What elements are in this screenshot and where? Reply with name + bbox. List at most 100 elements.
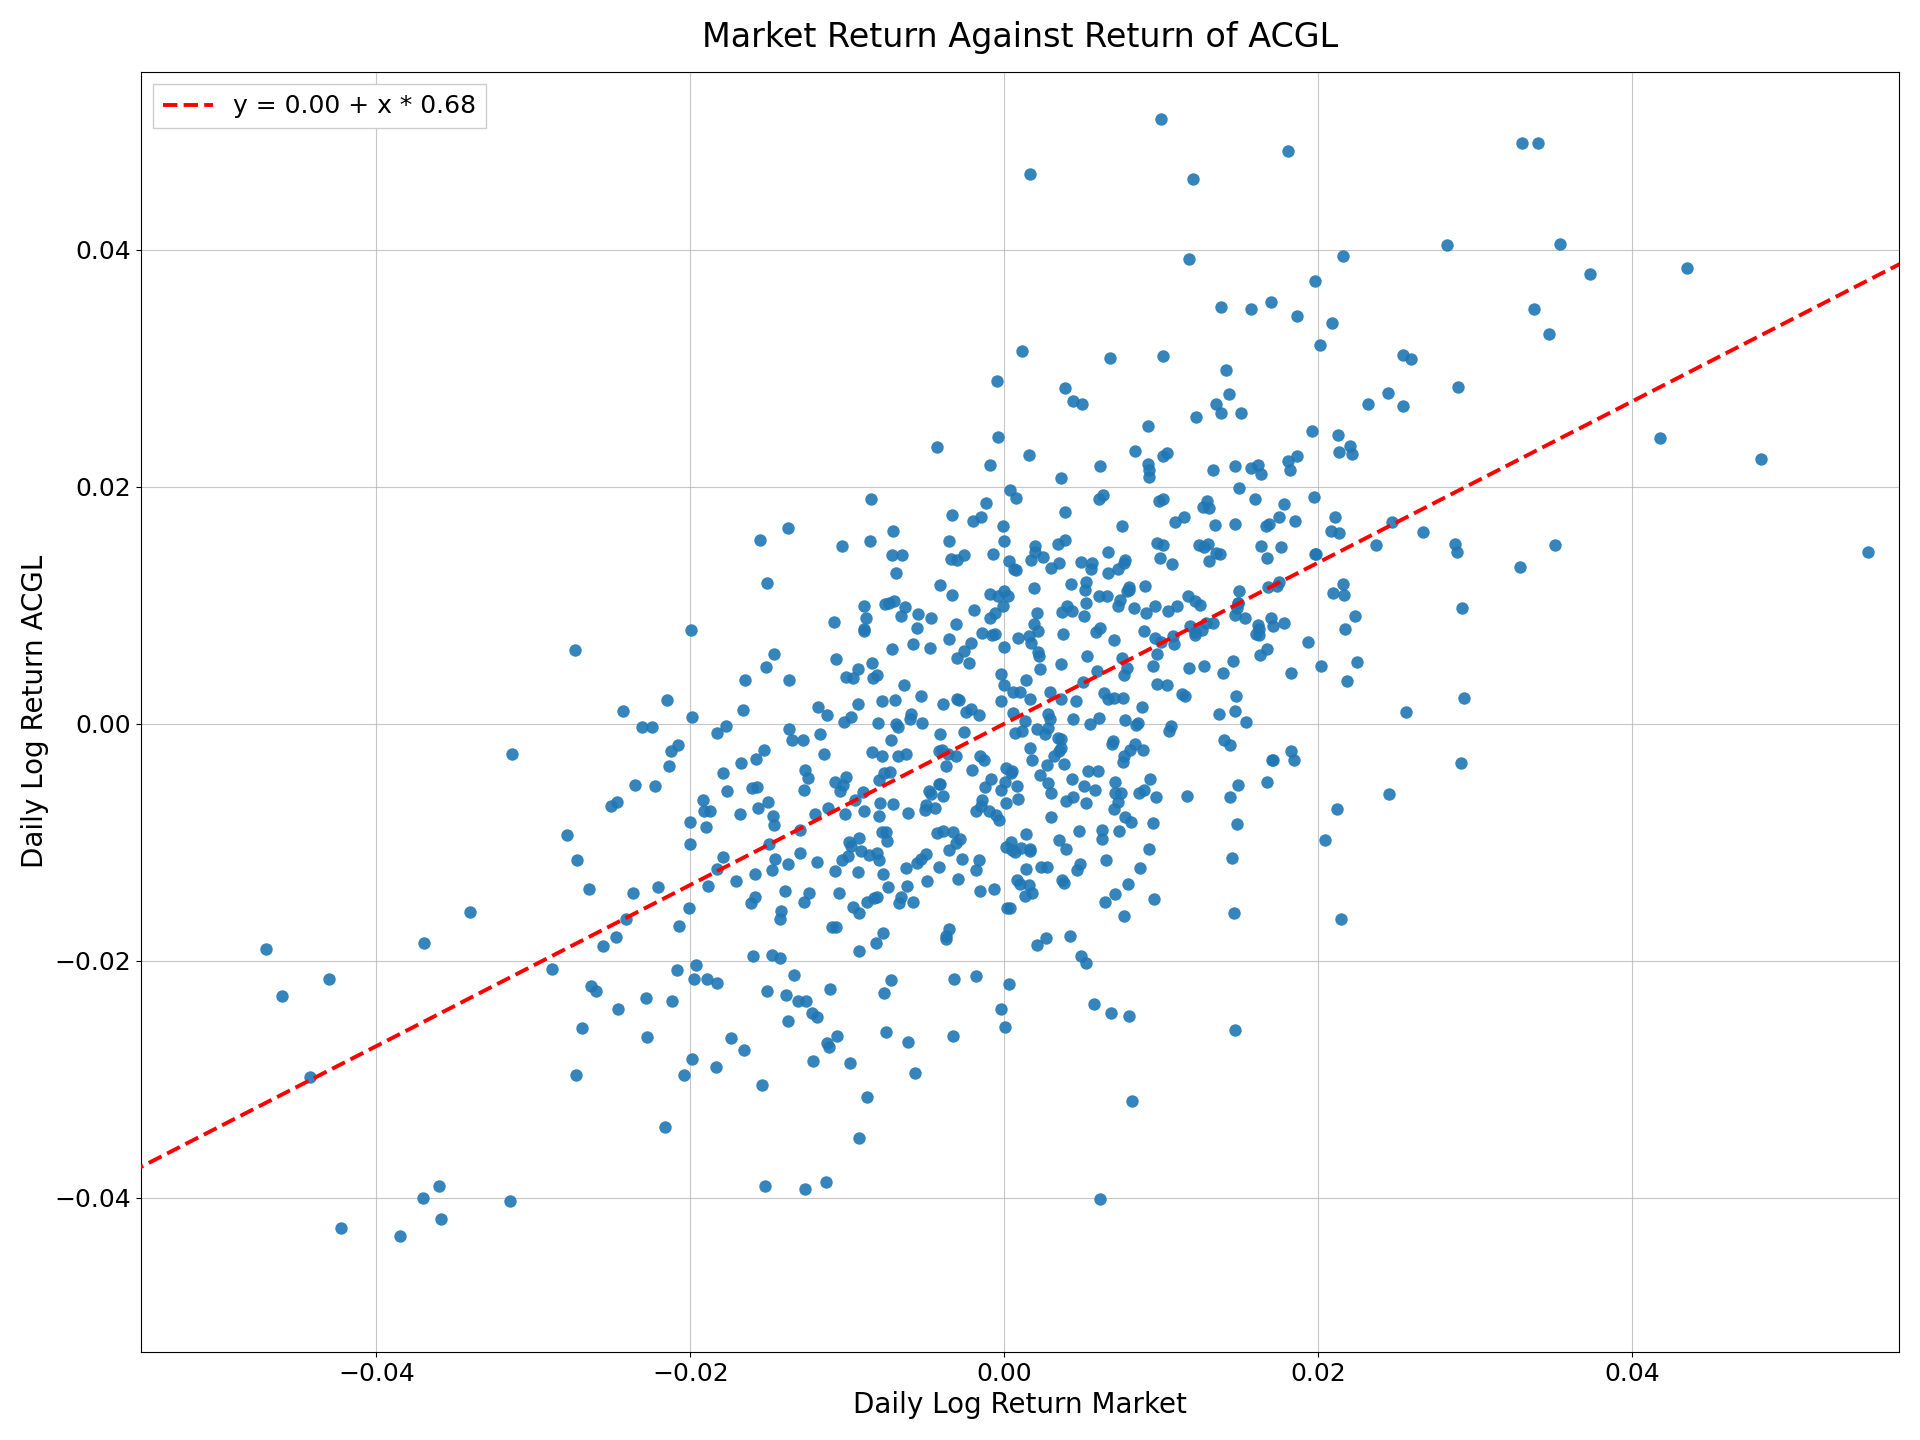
Point: [1306, 334, 1336, 357]
Point: [1745, 448, 1776, 471]
Point: [1252, 770, 1283, 793]
Point: [1187, 619, 1217, 642]
Point: [1031, 855, 1062, 878]
Point: [764, 907, 795, 930]
Point: [1229, 606, 1260, 629]
Point: [639, 775, 670, 798]
Point: [854, 530, 885, 553]
Point: [1148, 344, 1179, 367]
Point: [1448, 596, 1478, 619]
Point: [1014, 874, 1044, 897]
Point: [632, 1025, 662, 1048]
Point: [968, 749, 998, 772]
Point: [1004, 680, 1035, 703]
Point: [1213, 785, 1244, 808]
Point: [701, 721, 732, 744]
Point: [864, 768, 895, 791]
Point: [956, 631, 987, 654]
Point: [1110, 805, 1140, 828]
Point: [1188, 536, 1219, 559]
Point: [1139, 811, 1169, 834]
Point: [1000, 487, 1031, 510]
Point: [881, 562, 912, 585]
Point: [939, 1024, 970, 1047]
Point: [1265, 536, 1296, 559]
Y-axis label: Daily Log Return ACGL: Daily Log Return ACGL: [21, 556, 48, 868]
Point: [925, 773, 956, 796]
Point: [1023, 645, 1054, 668]
Point: [964, 880, 995, 903]
Point: [1315, 520, 1346, 543]
Point: [701, 1056, 732, 1079]
Point: [1108, 687, 1139, 710]
Point: [839, 789, 870, 812]
Point: [1092, 688, 1123, 711]
Point: [1354, 393, 1384, 416]
Point: [1114, 576, 1144, 599]
Point: [989, 635, 1020, 658]
Point: [1283, 304, 1313, 327]
Point: [1173, 657, 1204, 680]
Point: [1296, 419, 1327, 442]
Point: [895, 703, 925, 726]
Point: [1114, 873, 1144, 896]
Point: [947, 847, 977, 870]
Point: [933, 838, 964, 861]
Point: [1068, 671, 1098, 694]
Point: [728, 698, 758, 721]
Point: [1252, 576, 1283, 599]
Point: [1275, 740, 1306, 763]
Point: [668, 1063, 699, 1086]
Point: [845, 939, 876, 962]
Point: [649, 1115, 680, 1138]
Point: [1066, 852, 1096, 876]
Point: [774, 516, 804, 539]
Point: [1056, 600, 1087, 624]
Point: [958, 598, 989, 621]
Point: [1158, 624, 1188, 647]
Point: [1106, 782, 1137, 805]
Point: [1071, 570, 1102, 593]
Point: [1236, 456, 1267, 480]
Point: [852, 891, 883, 914]
Point: [916, 636, 947, 660]
Point: [843, 1128, 874, 1151]
Point: [993, 549, 1023, 572]
Point: [870, 592, 900, 615]
Point: [1140, 786, 1171, 809]
Point: [1388, 395, 1419, 418]
Point: [925, 723, 956, 746]
Point: [1108, 744, 1139, 768]
Point: [849, 595, 879, 618]
Point: [1140, 626, 1171, 649]
Point: [1043, 552, 1073, 575]
Point: [1225, 402, 1256, 425]
Point: [1050, 838, 1081, 861]
Point: [1021, 933, 1052, 956]
Point: [1110, 549, 1140, 572]
Point: [1014, 163, 1044, 186]
Point: [910, 799, 941, 822]
Point: [927, 739, 958, 762]
Point: [979, 624, 1010, 647]
Point: [1066, 392, 1096, 415]
Point: [1152, 674, 1183, 697]
Point: [1254, 513, 1284, 536]
Point: [1006, 719, 1037, 742]
Point: [1116, 811, 1146, 834]
Point: [876, 638, 906, 661]
Point: [849, 619, 879, 642]
Point: [753, 572, 783, 595]
Point: [1252, 514, 1283, 537]
Point: [943, 687, 973, 710]
Point: [866, 821, 897, 844]
Point: [695, 799, 726, 822]
Point: [1160, 511, 1190, 534]
Point: [1010, 668, 1041, 691]
Point: [927, 693, 958, 716]
Point: [676, 1047, 707, 1070]
Point: [1167, 683, 1198, 706]
Point: [1146, 108, 1177, 131]
Point: [735, 891, 766, 914]
Point: [1148, 534, 1179, 557]
